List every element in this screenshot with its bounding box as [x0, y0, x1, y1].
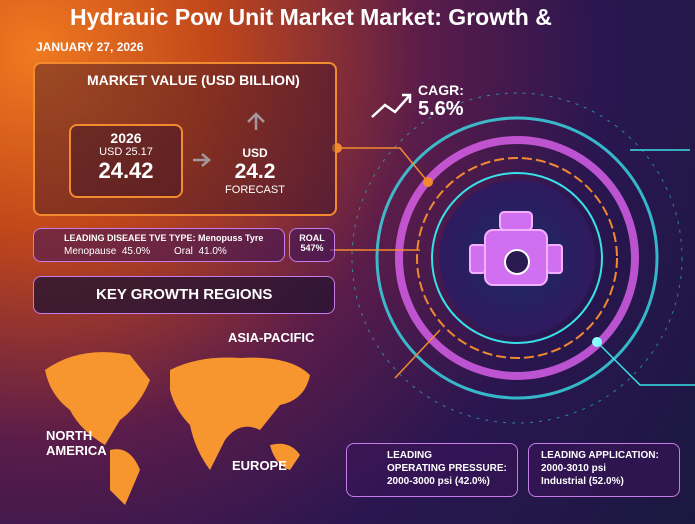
application-box: LEADING APPLICATION: 2000-3010 psi Indus…: [528, 443, 680, 497]
value: 547%: [300, 243, 324, 253]
line: Industrial (52.0%): [541, 476, 624, 487]
label: FORECAST: [225, 184, 285, 196]
line: LEADING APPLICATION:: [541, 450, 659, 461]
year: 2026: [110, 130, 142, 146]
line: OPERATING PRESSURE:: [387, 463, 507, 474]
heading: KEY GROWTH REGIONS: [96, 286, 273, 303]
date: JANUARY 27, 2026: [36, 40, 144, 54]
value: 24.42: [98, 158, 154, 183]
current-box: 2026 USD 25.17 24.42: [69, 124, 183, 198]
item: Menopause 45.0%: [64, 246, 151, 257]
line: 2000-3000 psi (42.0%): [387, 476, 490, 487]
line: 2000-3010 psi: [541, 463, 607, 474]
label: CAGR:: [418, 82, 464, 98]
market-value-panel: MARKET VALUE (USD BILLION) 2026 USD 25.1…: [33, 62, 337, 216]
forecast: USD 24.2 FORECAST: [215, 146, 295, 196]
item: Oral 41.0%: [174, 246, 227, 257]
cagr: CAGR: 5.6%: [418, 82, 464, 121]
region-label: EUROPE: [232, 458, 287, 473]
value: 5.6%: [418, 98, 464, 120]
sub: USD 25.17: [99, 146, 153, 158]
label: ROAL: [299, 233, 325, 243]
heading: LEADING DISEAEE TVE TYPE: Menopuss Tyre: [64, 233, 264, 243]
roal: ROAL 547%: [289, 228, 335, 262]
region-label: ASIA-PACIFIC: [228, 330, 315, 345]
regions-header: KEY GROWTH REGIONS: [33, 276, 335, 314]
value: 24.2: [234, 160, 276, 183]
leading-type: LEADING DISEAEE TVE TYPE: Menopuss Tyre …: [33, 228, 285, 262]
unit: USD: [242, 146, 268, 160]
title: Hydrauic Pow Unit Market Market: Growth …: [70, 4, 552, 30]
region-label: NORTH AMERICA: [46, 428, 107, 458]
pressure-box: LEADING OPERATING PRESSURE: 2000-3000 ps…: [346, 443, 518, 497]
heading: MARKET VALUE (USD BILLION): [87, 72, 300, 88]
line: LEADING: [387, 450, 432, 461]
